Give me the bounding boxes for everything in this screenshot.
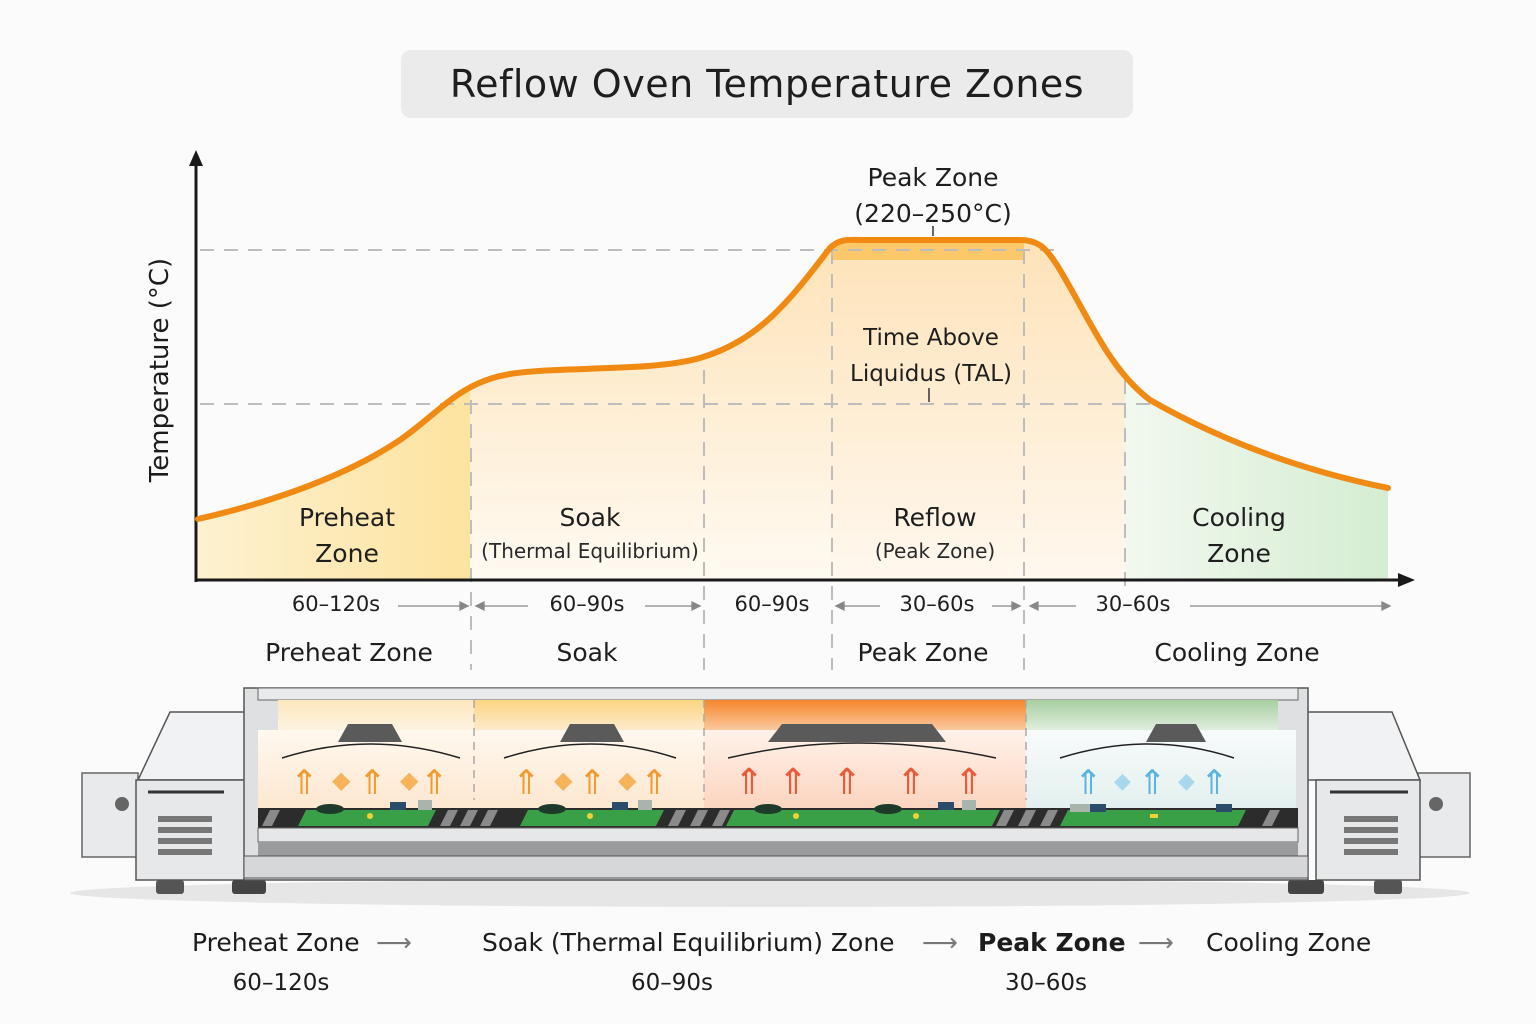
svg-text:⇑: ⇑	[578, 763, 607, 803]
temperature-curve	[195, 236, 1391, 522]
svg-text:⇑: ⇑	[734, 762, 764, 803]
cool-arrows: ⇑ ◆ ⇑ ◆ ⇑	[1074, 763, 1229, 803]
reference-lines	[200, 249, 1160, 670]
duration-cooling: 30–60s	[1095, 592, 1171, 616]
oven-zone-cooling	[1026, 700, 1278, 730]
svg-text:⇑: ⇑	[290, 763, 319, 803]
svg-text:⇑: ⇑	[1138, 763, 1167, 803]
zone-label-soak: Soak (Thermal Equilibrium)	[481, 503, 699, 563]
svg-text:◆: ◆	[1178, 769, 1195, 794]
flow-step-soak: Soak (Thermal Equilibrium) Zone	[482, 928, 895, 957]
svg-text:⇑: ⇑	[954, 762, 984, 803]
svg-text:⇑: ⇑	[420, 763, 449, 803]
flow-duration-soak: 60–90s	[630, 970, 714, 996]
svg-text:⇑: ⇑	[640, 763, 669, 803]
svg-text:◆: ◆	[332, 766, 351, 794]
reflow-oven-illustration: ⇑ ◆ ⇑ ◆ ⇑ ⇑ ◆ ⇑ ◆ ⇑ ⇑ ⇑ ⇑ ⇑ ⇑ ⇑ ◆ ⇑ ◆ ⇑	[70, 687, 1471, 907]
svg-text:⇑: ⇑	[778, 762, 808, 803]
flow-step-cooling: Cooling Zone	[1206, 928, 1372, 957]
y-axis-label: Temperature (°C)	[145, 257, 175, 483]
svg-text:⇑: ⇑	[358, 763, 387, 803]
flow-duration-peak: 30–60s	[1004, 970, 1088, 996]
flow-arrow-icon: ⟶	[1138, 928, 1174, 957]
title-banner: Reflow Oven Temperature Zones	[401, 50, 1133, 118]
pcb-boards	[298, 800, 1246, 826]
x-axis-arrow-icon	[1398, 573, 1415, 587]
duration-peak: 30–60s	[899, 592, 975, 616]
zone-label-reflow: Reflow (Peak Zone)	[874, 503, 996, 563]
zone-label-preheat: Preheat Zone	[298, 503, 396, 568]
flow-arrow-icon: ⟶	[922, 928, 958, 957]
flow-arrow-icon: ⟶	[376, 928, 412, 957]
axes	[189, 150, 1415, 587]
svg-text:⇑: ⇑	[832, 762, 862, 803]
peak-zone-annotation: Peak Zone (220–250°C)	[854, 163, 1012, 228]
under-label-preheat: Preheat Zone	[265, 638, 433, 667]
duration-ramp: 60–90s	[734, 592, 810, 616]
flow-step-preheat: Preheat Zone	[192, 928, 360, 957]
flow-step-peak: Peak Zone	[978, 928, 1126, 957]
svg-text:⇑: ⇑	[896, 762, 926, 803]
tal-annotation: Time Above Liquidus (TAL)	[850, 325, 1012, 387]
duration-soak: 60–90s	[549, 592, 625, 616]
svg-text:◆: ◆	[554, 766, 573, 794]
heat-arrows-soak: ⇑ ◆ ⇑ ◆ ⇑	[512, 763, 669, 803]
svg-text:◆: ◆	[1114, 769, 1131, 794]
duration-preheat: 60–120s	[291, 592, 381, 616]
heat-arrows-preheat: ⇑ ◆ ⇑ ◆ ⇑	[290, 763, 449, 803]
svg-text:⇑: ⇑	[1074, 763, 1103, 803]
svg-text:⇑: ⇑	[512, 763, 541, 803]
heat-arrows-peak: ⇑ ⇑ ⇑ ⇑ ⇑	[734, 762, 984, 803]
page-title: Reflow Oven Temperature Zones	[449, 62, 1085, 106]
svg-text:◆: ◆	[618, 766, 637, 794]
flow-duration-preheat: 60–120s	[232, 970, 330, 996]
y-axis-arrow-icon	[189, 150, 203, 166]
under-label-peak: Peak Zone	[857, 638, 989, 667]
zone-label-cooling: Cooling Zone	[1192, 503, 1286, 568]
duration-arrows	[398, 600, 1392, 612]
under-label-soak: Soak	[556, 638, 618, 667]
svg-text:⇑: ⇑	[1200, 763, 1229, 803]
under-label-cooling: Cooling Zone	[1154, 638, 1320, 667]
svg-text:◆: ◆	[400, 766, 419, 794]
